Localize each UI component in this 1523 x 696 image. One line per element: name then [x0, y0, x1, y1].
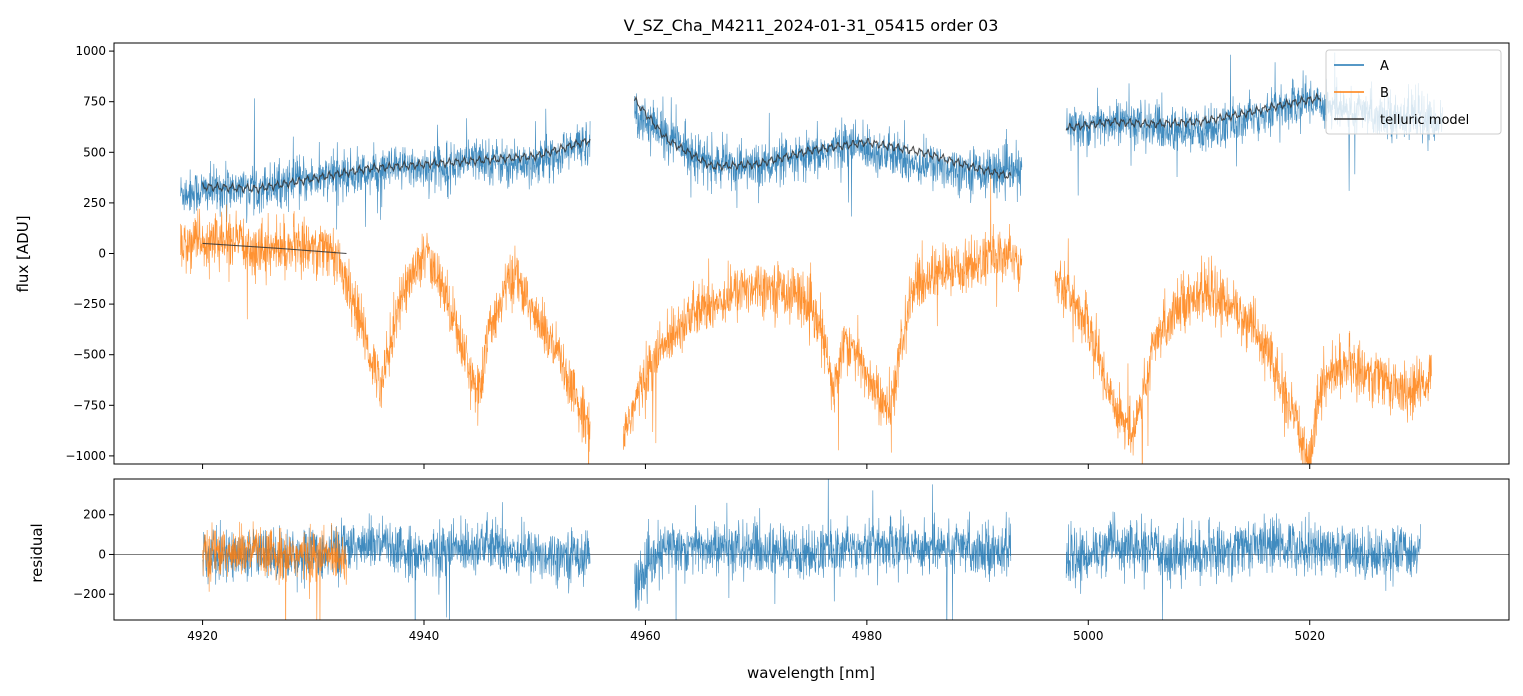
series-a-segment-1 — [634, 93, 1023, 217]
x-tick-label: 4940 — [409, 629, 440, 643]
x-axis-label: wavelength [nm] — [747, 664, 875, 682]
telluric-model-segment-1 — [633, 95, 1012, 180]
flux-panel: −1000 −750 −500 −250 0 250 500 750 1000 flux [AD… — [14, 42, 1510, 469]
residual-axes-frame — [113, 478, 1510, 621]
y-tick-label: −200 — [73, 587, 106, 601]
series-a-segment-2 — [1065, 511, 1421, 620]
y-tick-label: −1000 — [65, 449, 106, 463]
flux-y-label: flux [ADU] — [14, 215, 32, 292]
y-tick-label: −500 — [73, 348, 106, 362]
y-tick-label: −750 — [73, 398, 106, 412]
series-b-segment-1 — [622, 175, 1023, 453]
series-b-segment-0 — [202, 521, 347, 620]
series-a-segment-0 — [180, 98, 591, 230]
flux-series-group — [180, 52, 1443, 464]
legend-label-telluric: telluric model — [1380, 113, 1469, 128]
x-tick-label: 4980 — [852, 629, 883, 643]
telluric-model-segment-0 — [202, 138, 591, 195]
telluric-model-segment-2 — [1065, 92, 1322, 132]
legend-label-b: B — [1380, 86, 1389, 101]
y-tick-label: 250 — [83, 196, 106, 210]
series-a-segment-1 — [634, 479, 1012, 620]
y-tick-label: 500 — [83, 145, 106, 159]
y-tick-label: 200 — [83, 508, 106, 522]
x-tick-label: 5020 — [1294, 629, 1325, 643]
legend: A B telluric model — [1325, 49, 1502, 135]
series-b-segment-0 — [180, 204, 591, 464]
x-tick-label: 4920 — [187, 629, 218, 643]
x-tick-label: 4960 — [630, 629, 661, 643]
residual-y-label: residual — [28, 523, 46, 582]
series-a-segment-0 — [202, 502, 591, 620]
flux-x-ticks — [202, 464, 1311, 469]
chart-title: V_SZ_Cha_M4211_2024-01-31_05415 order 03 — [624, 16, 999, 36]
telluric-model-segment-3 — [202, 242, 347, 255]
y-tick-label: 0 — [98, 547, 106, 561]
legend-label-a: A — [1380, 59, 1389, 74]
series-b-segment-2 — [1054, 238, 1432, 464]
residual-y-ticks: −200 0 200 — [73, 508, 114, 601]
y-tick-label: 0 — [98, 247, 106, 261]
y-tick-label: 750 — [83, 95, 106, 109]
x-tick-label: 5000 — [1073, 629, 1104, 643]
y-tick-label: −250 — [73, 297, 106, 311]
y-tick-label: 1000 — [75, 44, 106, 58]
residual-panel: −200 0 200 4920 4940 4960 4980 5000 5020 residu… — [28, 478, 1510, 682]
flux-y-ticks: −1000 −750 −500 −250 0 250 500 750 1000 — [65, 44, 114, 463]
legend-box — [1325, 49, 1502, 135]
telluric-model-group — [202, 92, 1322, 255]
residual-series-group — [202, 479, 1421, 620]
residual-x-ticks: 4920 4940 4960 4980 5000 5020 — [187, 620, 1325, 643]
